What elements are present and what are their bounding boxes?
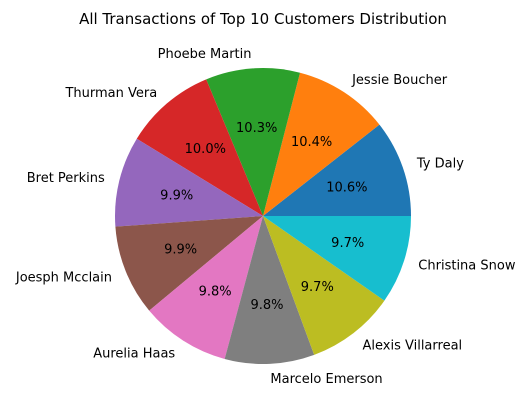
pie-slices [115, 67, 411, 365]
pie-slice-aurelia-haas [149, 216, 263, 359]
slice-label-thurman-vera: Thurman Vera [64, 86, 157, 101]
pie-slice-bret-perkins [115, 138, 263, 227]
pct-label-aurelia-haas: 9.8% [199, 284, 232, 299]
slice-label-jessie-boucher: Jessie Boucher [351, 73, 448, 88]
slice-label-phoebe-martin: Phoebe Martin [158, 47, 252, 62]
pct-label-alexis-villarreal: 9.7% [301, 280, 334, 295]
pct-label-jessie-boucher: 10.4% [291, 135, 332, 150]
pie-slice-ty-daly [263, 124, 411, 216]
chart-title: All Transactions of Top 10 Customers Dis… [79, 10, 447, 28]
pct-label-bret-perkins: 9.9% [160, 189, 193, 204]
pie-slice-jessie-boucher [263, 72, 380, 216]
pie-labels: 10.6% Ty Daly 10.4% Jessie Boucher 10.3% Phoe… [15, 47, 516, 387]
slice-label-bret-perkins: Bret Perkins [27, 171, 105, 186]
pie-slice-alexis-villarreal [263, 216, 385, 355]
pie-slice-joesph-mcclain [115, 216, 263, 311]
slice-label-marcelo-emerson: Marcelo Emerson [270, 372, 382, 387]
slice-label-joesph-mcclain: Joesph Mcclain [15, 270, 112, 285]
pct-label-joesph-mcclain: 9.9% [164, 243, 197, 258]
pie-slice-thurman-vera [136, 79, 263, 216]
pct-label-christina-snow: 9.7% [331, 236, 364, 251]
pie-slice-phoebe-martin [206, 67, 300, 216]
pct-label-thurman-vera: 10.0% [185, 142, 226, 157]
slice-label-christina-snow: Christina Snow [418, 258, 516, 273]
pct-label-marcelo-emerson: 9.8% [250, 298, 283, 313]
slice-label-ty-daly: Ty Daly [416, 156, 464, 171]
slice-label-aurelia-haas: Aurelia Haas [93, 347, 175, 362]
slice-label-alexis-villarreal: Alexis Villarreal [363, 338, 463, 353]
pct-label-ty-daly: 10.6% [326, 181, 367, 196]
pct-label-phoebe-martin: 10.3% [236, 121, 277, 136]
pie-slice-marcelo-emerson [224, 216, 315, 365]
pie-slice-christina-snow [263, 216, 411, 301]
